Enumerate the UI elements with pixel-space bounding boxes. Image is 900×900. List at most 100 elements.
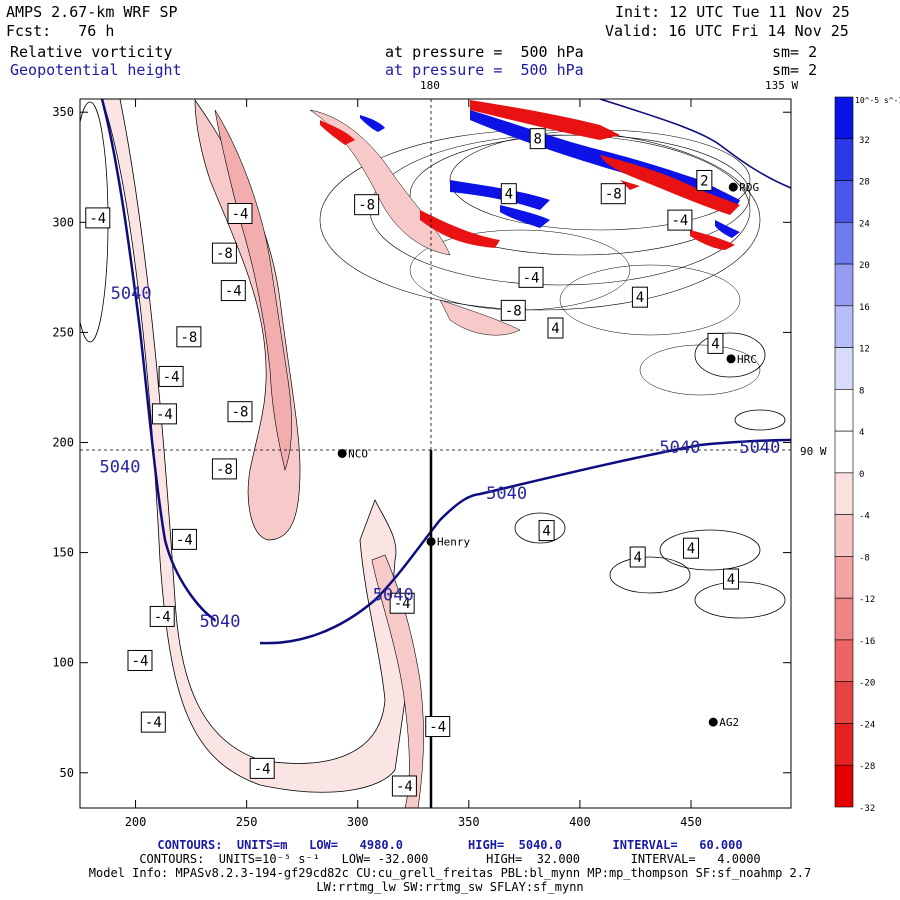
colorbar-swatch <box>834 556 854 599</box>
station-rdg: RDG <box>728 181 759 194</box>
colorbar-level-label: 0 <box>859 470 864 480</box>
model-title: AMPS 2.67-km WRF SP <box>6 3 178 21</box>
svg-text:4: 4 <box>542 524 550 540</box>
vorticity-contour-label: -8 <box>211 242 237 264</box>
x-tick-label: 250 <box>236 815 258 829</box>
vorticity-contour-label: -4 <box>149 605 175 627</box>
x-tick-label: 400 <box>569 815 591 829</box>
colorbar-swatch <box>834 681 854 724</box>
svg-text:-8: -8 <box>180 330 197 346</box>
field2-name: Geopotential height <box>10 61 182 79</box>
station-ag2: AG2 <box>708 716 739 729</box>
svg-text:-4: -4 <box>225 284 242 300</box>
svg-text:-4: -4 <box>396 779 413 795</box>
svg-text:8: 8 <box>533 132 541 148</box>
svg-text:4: 4 <box>711 336 719 352</box>
vorticity-contour-label: -4 <box>391 775 417 797</box>
svg-text:-4: -4 <box>89 211 106 227</box>
colorbar-unit-label: 10^-5 s^-1 <box>855 96 900 105</box>
vorticity-contour-label: -4 <box>151 403 177 425</box>
svg-text:-8: -8 <box>605 187 622 203</box>
colorbar-level-label: -12 <box>859 595 875 605</box>
svg-text:-4: -4 <box>176 532 193 548</box>
svg-text:NCO: NCO <box>348 448 368 461</box>
colorbar: 32 28 24 20 16 12 8 4 0 -4 -8 -12 -16 -20 -24 -28 -32 10^… <box>834 96 900 814</box>
colorbar-level-label: 12 <box>859 345 870 355</box>
colorbar-swatch <box>834 389 854 432</box>
svg-text:-4: -4 <box>232 206 249 222</box>
y-tick-label: 150 <box>52 546 74 560</box>
height-contour-label: 5040 <box>486 484 527 504</box>
svg-text:4: 4 <box>636 290 644 306</box>
colorbar-level-label: 20 <box>859 261 870 271</box>
colorbar-level-label: 28 <box>859 178 870 188</box>
y-tick-label: 100 <box>52 656 74 670</box>
vorticity-contour-label: -4 <box>249 757 275 779</box>
svg-text:RDG: RDG <box>739 181 759 194</box>
colorbar-swatch <box>834 430 854 474</box>
colorbar-level-label: -28 <box>859 762 875 772</box>
footer-height-contour-info: CONTOURS: UNITS=m LOW= 4980.0 HIGH= 5040… <box>157 838 743 852</box>
vorticity-contour-label: -4 <box>85 207 111 229</box>
footer-vorticity-contour-info: CONTOURS: UNITS=10⁻⁵ s⁻¹ LOW= -32.000 HI… <box>139 852 761 866</box>
footer-model-info: Model Info: MPASv8.2.3-194-gf29cd82c CU:… <box>88 866 812 880</box>
vorticity-contour-label: 4 <box>629 546 646 568</box>
colorbar-swatch <box>834 347 854 390</box>
vorticity-contour-label: -4 <box>389 592 415 614</box>
svg-text:-4: -4 <box>671 213 688 229</box>
field1-smoothing: sm= 2 <box>772 43 818 61</box>
svg-text:-4: -4 <box>163 369 180 385</box>
station-hrc: HRC <box>726 353 757 366</box>
colorbar-swatch <box>834 221 854 265</box>
x-tick-label: 300 <box>347 815 369 829</box>
field2-level: at pressure = 500 hPa <box>385 61 584 79</box>
vorticity-contour-label: 4 <box>631 286 648 308</box>
svg-text:AG2: AG2 <box>719 716 739 729</box>
colorbar-swatch <box>834 180 854 223</box>
vorticity-contour-label: 4 <box>707 332 724 354</box>
colorbar-level-label: 16 <box>859 303 870 313</box>
y-tick-label: 250 <box>52 325 74 339</box>
colorbar-swatch <box>834 514 854 557</box>
valid-time: Valid: 16 UTC Fri 14 Nov 25 <box>605 22 849 40</box>
height-contour-label: 5040 <box>200 612 241 632</box>
vorticity-contour-label: -4 <box>158 365 184 387</box>
colorbar-level-label: 8 <box>859 386 864 396</box>
station-nco: NCO <box>337 448 368 461</box>
colorbar-swatch <box>834 138 854 181</box>
svg-text:-8: -8 <box>358 198 375 214</box>
colorbar-swatch <box>834 639 854 683</box>
svg-text:4: 4 <box>551 321 559 337</box>
vorticity-contour-label: -4 <box>425 716 451 738</box>
vorticity-contour-label: -8 <box>211 458 237 480</box>
vorticity-contour-label: 4 <box>538 520 555 542</box>
svg-text:-4: -4 <box>523 270 540 286</box>
vorticity-contour-label: -4 <box>127 649 153 671</box>
svg-text:-8: -8 <box>505 303 522 319</box>
colorbar-level-label: -8 <box>859 553 870 563</box>
vorticity-contour-label: -4 <box>220 280 246 302</box>
colorbar-swatch <box>834 597 854 641</box>
vorticity-contour-label: -8 <box>227 401 253 423</box>
svg-text:4: 4 <box>505 187 513 203</box>
colorbar-swatch <box>834 472 854 515</box>
vorticity-contour-label: -4 <box>518 266 544 288</box>
vorticity-contour-label: -4 <box>227 202 253 224</box>
colorbar-swatch <box>834 263 854 307</box>
svg-text:Henry: Henry <box>437 536 470 549</box>
height-contour-label: 5040 <box>373 585 414 605</box>
colorbar-level-label: 4 <box>859 428 864 438</box>
colorbar-swatch <box>834 96 854 140</box>
height-contour-label: 5040 <box>659 438 700 458</box>
svg-text:-4: -4 <box>145 715 162 731</box>
height-contour-5040-south <box>259 438 792 645</box>
y-tick-label: 350 <box>52 105 74 119</box>
negative-vorticity-band <box>101 99 406 793</box>
colorbar-level-label: -32 <box>859 804 875 814</box>
svg-text:-8: -8 <box>216 246 233 262</box>
svg-text:-4: -4 <box>429 720 446 736</box>
colorbar-level-label: -20 <box>859 679 875 689</box>
vorticity-contour-label: -8 <box>500 299 526 321</box>
colorbar-level-label: 32 <box>859 136 870 146</box>
